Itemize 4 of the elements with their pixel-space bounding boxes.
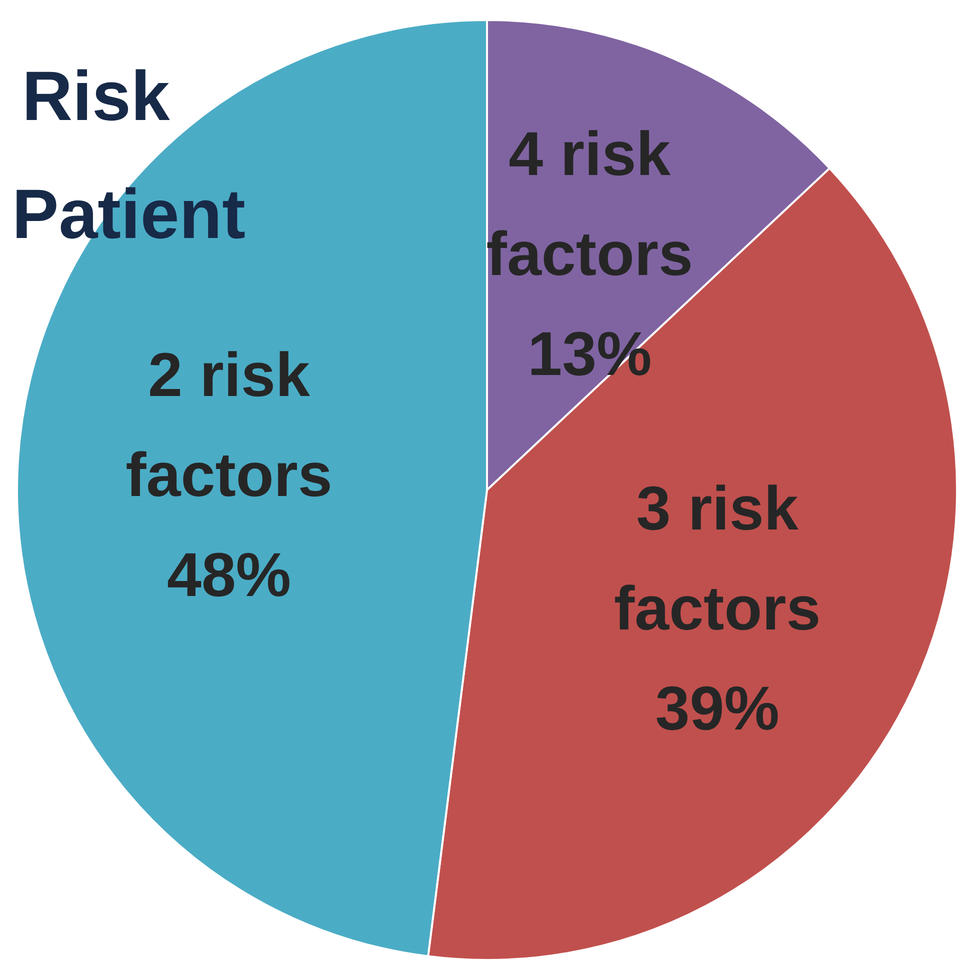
data-label: 48% — [166, 540, 292, 610]
slice-label: 2 risk factors — [126, 340, 332, 510]
data-label: 39% — [655, 674, 780, 744]
slice-label: 3 risk factors — [614, 474, 821, 644]
